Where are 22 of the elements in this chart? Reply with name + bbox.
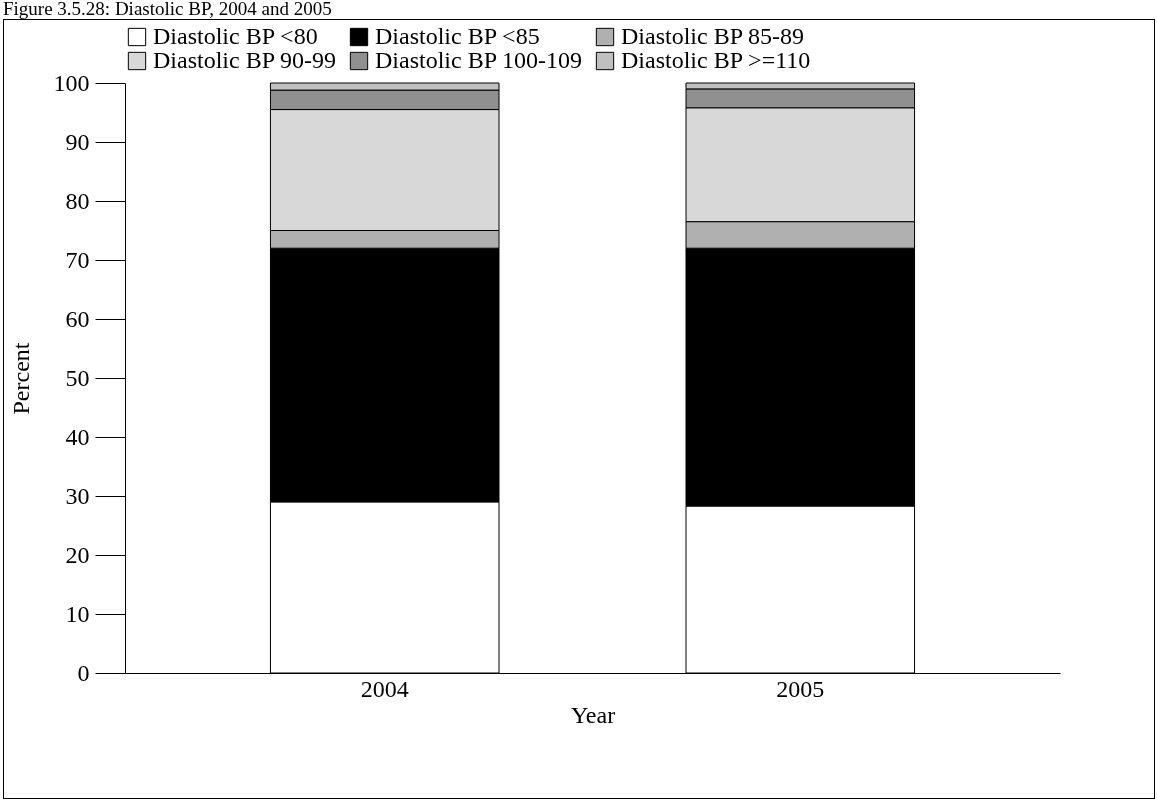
y-tick-label: 60 (65, 305, 90, 332)
y-tick-label: 100 (53, 69, 90, 96)
chart-title: Figure 3.5.28: Diastolic BP, 2004 and 2005 (2, 0, 333, 19)
x-tick-label: 2004 (360, 675, 409, 702)
legend-label: Diastolic BP >=110 (621, 47, 811, 73)
legend-label: Diastolic BP <85 (375, 23, 540, 49)
legend-label: Diastolic BP 100-109 (375, 47, 583, 73)
y-axis-title: Percent (7, 342, 34, 415)
y-tick-label: 0 (77, 659, 90, 686)
y-tick-label: 20 (65, 541, 90, 568)
y-tick-label: 50 (65, 364, 90, 391)
legend-label: Diastolic BP <80 (153, 23, 318, 49)
y-tick-label: 70 (65, 246, 90, 273)
y-tick-label: 90 (65, 128, 90, 155)
y-tick-label: 10 (65, 600, 90, 627)
x-tick-label: 2005 (776, 675, 825, 702)
y-tick-label: 30 (65, 482, 90, 509)
x-axis-title: Year (570, 701, 616, 728)
legend-label: Diastolic BP 90-99 (153, 47, 337, 73)
legend-label: Diastolic BP 85-89 (621, 23, 805, 49)
y-tick-label: 40 (65, 423, 90, 450)
y-tick-label: 80 (65, 187, 90, 214)
